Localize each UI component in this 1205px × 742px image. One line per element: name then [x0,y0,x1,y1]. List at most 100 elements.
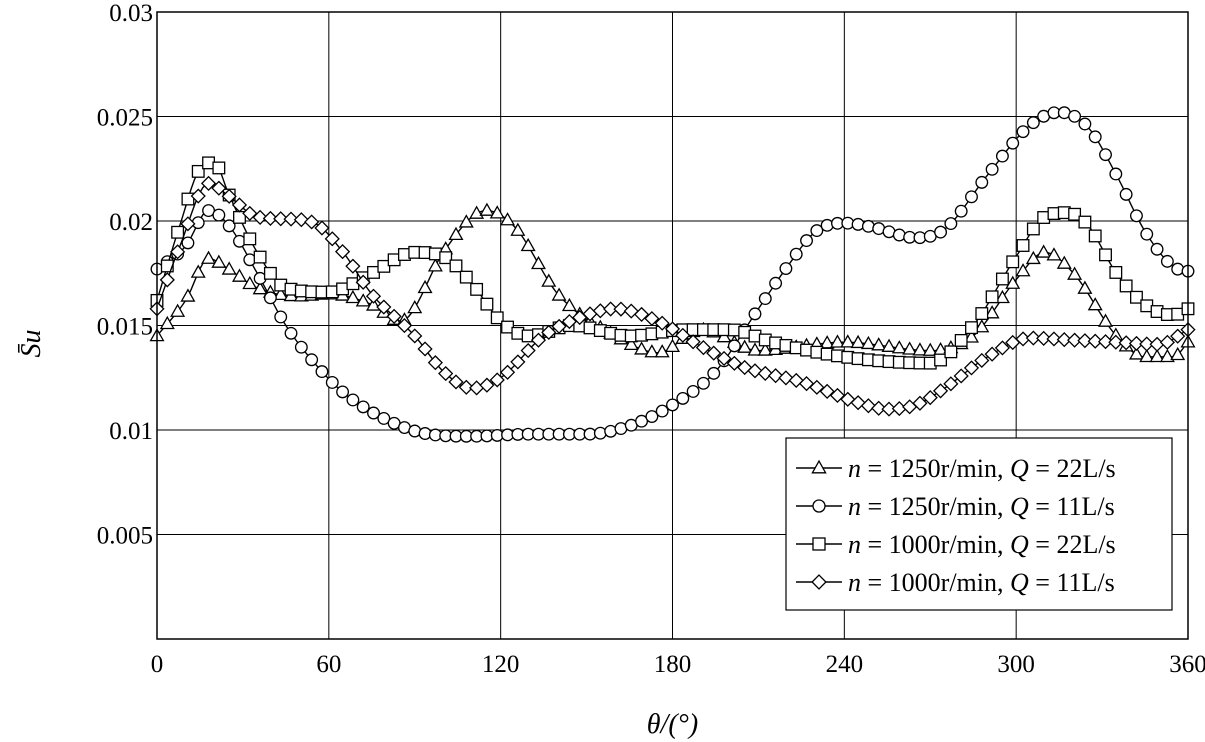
series-marker [181,236,195,250]
series-marker [1170,346,1186,361]
series-marker [520,237,536,252]
series-marker [871,400,887,416]
series-marker [819,383,835,399]
series-marker [789,247,803,261]
series-marker [1128,335,1145,352]
series-marker [448,226,464,241]
series-marker [345,258,361,274]
series-marker [1140,227,1154,241]
series-marker [458,214,474,228]
legend-label-part: = 1000r/min, [861,530,1010,559]
series-marker [944,345,958,359]
series-marker [953,368,969,384]
series-marker [190,264,206,278]
series-marker [561,313,577,330]
series-marker [499,364,516,380]
series-marker [253,250,267,264]
series-marker [1139,348,1155,363]
series-marker [1099,248,1112,262]
series-marker [1139,336,1155,352]
series-marker [603,301,619,317]
series-marker [252,281,268,295]
series-marker [1171,262,1185,276]
series-marker [1119,279,1133,293]
series-marker [211,180,227,196]
series-marker [934,225,948,239]
series-marker [1067,266,1083,280]
series-marker [1006,255,1020,269]
legend-box [785,437,1173,611]
series-marker [1025,250,1041,265]
series-marker [1046,247,1062,261]
legend-label-part: n [848,568,861,597]
series-marker [386,308,402,324]
series-marker [757,365,773,382]
series-marker [170,303,186,317]
series-marker [1108,334,1124,350]
legend-marker [811,459,827,474]
series-marker [644,344,660,358]
series-marker [180,216,196,232]
series-marker [779,262,793,275]
series-marker [242,205,258,222]
legend-entry: n = 1250r/min, Q = 22L/s [796,454,1116,483]
series-marker [170,244,186,260]
series-marker [934,353,948,367]
series-marker [809,379,825,395]
series-marker [449,259,463,273]
x-tick-label: 300 [997,651,1035,678]
series-diamond [149,175,1196,417]
series-marker [273,211,289,227]
series-marker [520,342,536,359]
series-marker [315,365,329,379]
series-marker [1036,244,1052,258]
series-marker [758,292,772,306]
y-tick-label: 0.015 [97,314,153,341]
series-marker [974,319,990,333]
series-marker [1160,254,1174,268]
y-tick-label: 0.02 [109,209,153,236]
series-marker [860,335,876,350]
series-marker [800,234,813,248]
series-marker [1118,335,1134,351]
legend-label-part: Q [1010,454,1029,483]
grid-lines [157,12,1188,639]
series-marker [975,307,989,321]
legend-label-part: Q [1010,492,1029,521]
series-marker [1036,330,1052,346]
series-marker [623,336,639,351]
series-marker [159,315,175,330]
series-marker [1025,330,1041,346]
series-marker [984,346,1000,362]
series-marker [944,217,958,231]
series-marker [664,321,681,337]
series-marker [231,197,248,213]
series-marker [243,232,257,246]
series-marker [1077,333,1093,349]
series-marker [448,374,464,390]
series-marker [737,339,753,353]
series-marker [965,321,978,335]
series-marker [1088,130,1102,144]
series-marker [726,355,742,371]
series-marker [922,390,938,406]
series-marker [1099,148,1112,162]
series-marker [417,341,433,357]
plot-area-frame [156,11,1189,640]
series-marker [593,426,607,440]
series-marker [1159,334,1175,350]
series-marker [1005,275,1021,289]
series-marker [716,350,732,367]
series-marker [1056,332,1072,348]
series-marker [336,385,350,399]
series-marker [685,334,701,350]
series-marker [861,219,875,233]
series-marker [438,365,454,382]
legend-label-part: = 11L/s [1029,568,1115,597]
series-marker [707,366,721,380]
series-marker [190,188,206,204]
series-marker [1170,328,1186,344]
series-marker [850,334,866,349]
series-marker [1026,222,1040,236]
